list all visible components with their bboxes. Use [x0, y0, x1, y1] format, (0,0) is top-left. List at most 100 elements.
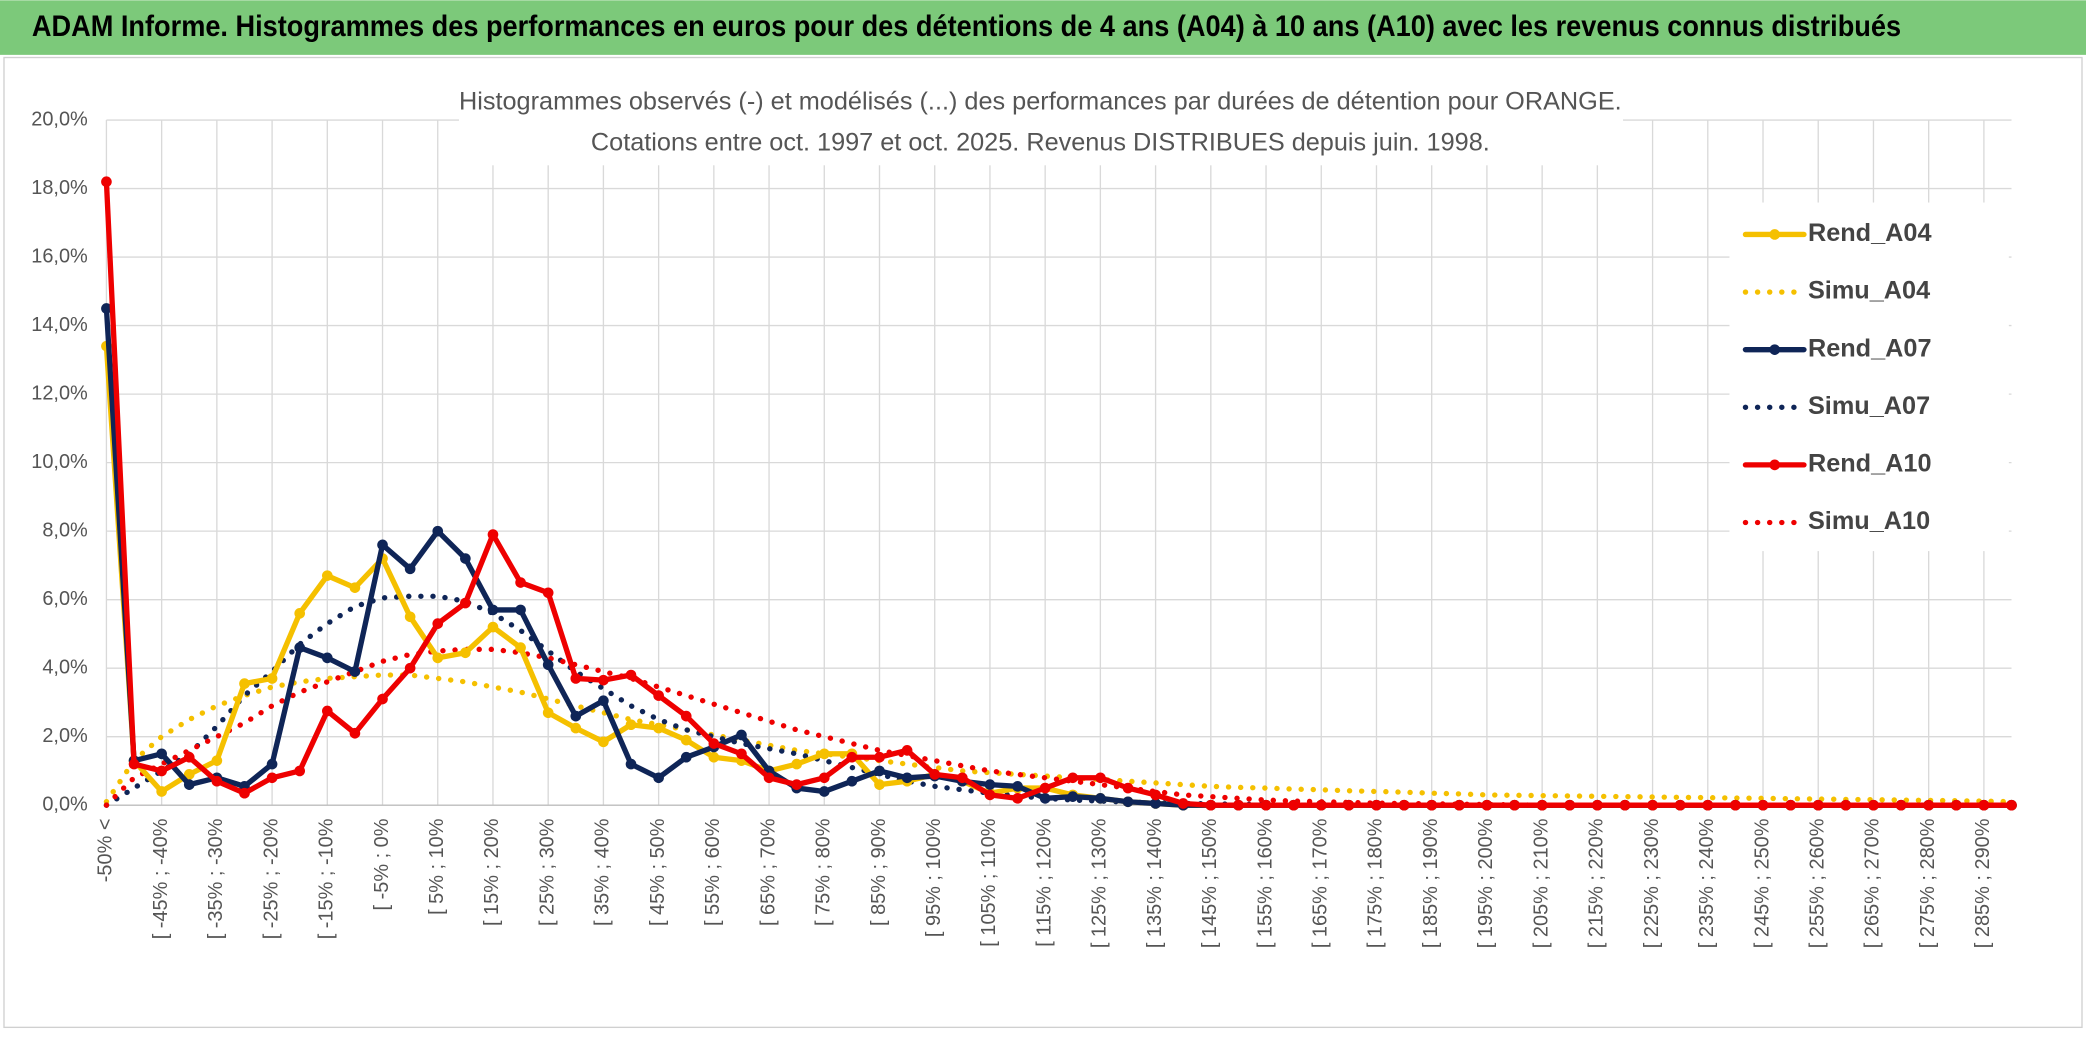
marker: [321, 652, 333, 664]
marker: [708, 751, 720, 763]
chart-title: Histogrammes observés (-) et modélisés (…: [459, 87, 1622, 115]
marker: [680, 734, 692, 746]
x-tick-label: [ 25% ; 30%: [536, 818, 558, 926]
y-tick-label: 0,0%: [42, 793, 88, 815]
x-tick-label: [ 205% ; 210%: [1530, 818, 1552, 948]
marker: [598, 695, 609, 707]
marker: [1012, 781, 1023, 792]
marker: [349, 727, 361, 739]
marker: [128, 758, 140, 770]
marker: [1039, 793, 1051, 804]
marker: [156, 765, 167, 777]
marker: [1288, 799, 1299, 811]
marker: [1757, 799, 1769, 811]
marker: [818, 748, 830, 760]
marker: [625, 719, 637, 731]
marker: [515, 604, 526, 616]
marker: [957, 772, 968, 784]
x-tick-label: [ 95% ; 100%: [923, 818, 945, 937]
marker: [791, 779, 802, 790]
x-tick-label: [ 165% ; 170%: [1310, 818, 1332, 948]
x-tick-label: [ 85% ; 90%: [868, 818, 890, 926]
y-tick-label: 10,0%: [31, 451, 88, 473]
marker: [460, 597, 471, 609]
marker: [1923, 799, 1934, 811]
marker: [266, 758, 278, 770]
marker: [653, 772, 664, 784]
legend-label: Rend_A07: [1808, 334, 1932, 362]
x-tick-label: [ 5% ; 10%: [426, 818, 448, 915]
marker: [515, 577, 526, 588]
marker: [1536, 799, 1548, 811]
marker: [1122, 782, 1134, 794]
marker: [846, 751, 858, 763]
marker: [1868, 799, 1879, 811]
marker: [294, 608, 306, 619]
marker: [294, 765, 306, 777]
marker: [542, 707, 554, 719]
marker: [653, 722, 664, 734]
y-tick-label: 6,0%: [42, 588, 88, 610]
marker: [1371, 799, 1382, 811]
marker: [432, 525, 444, 537]
marker: [349, 666, 361, 677]
marker: [1619, 799, 1631, 811]
marker: [487, 529, 499, 540]
marker: [1260, 799, 1272, 811]
x-tick-label: [ 35% ; 40%: [592, 818, 614, 926]
marker: [321, 705, 333, 717]
legend-marker: [1769, 459, 1781, 471]
marker: [1812, 799, 1824, 811]
marker: [239, 678, 250, 689]
marker: [460, 647, 471, 659]
x-tick-label: [ 55% ; 60%: [702, 818, 724, 926]
marker: [1122, 796, 1134, 808]
marker: [404, 563, 416, 575]
marker: [570, 722, 582, 734]
marker: [1730, 799, 1741, 811]
marker: [680, 751, 692, 763]
marker: [542, 587, 554, 599]
legend-marker: [1769, 229, 1781, 240]
marker: [846, 775, 858, 787]
marker: [1012, 793, 1023, 804]
marker: [404, 611, 416, 623]
marker: [1702, 799, 1714, 811]
marker: [680, 710, 692, 722]
marker: [1564, 799, 1576, 811]
marker: [874, 765, 885, 777]
marker: [211, 775, 223, 787]
x-tick-label: [ 145% ; 150%: [1199, 818, 1221, 948]
x-tick-label: [ 215% ; 220%: [1586, 818, 1608, 948]
y-tick-label: 14,0%: [31, 314, 88, 336]
marker: [377, 693, 388, 705]
x-tick-label: [ 135% ; 140%: [1144, 818, 1166, 948]
marker: [1426, 799, 1438, 811]
x-tick-label: [ 155% ; 160%: [1254, 818, 1276, 948]
chart-border: [3, 56, 2083, 1029]
x-tick-label: [ 225% ; 230%: [1641, 818, 1663, 948]
marker: [183, 779, 195, 790]
legend-box: [1729, 202, 2009, 552]
x-tick-label: [ 115% ; 120%: [1033, 818, 1055, 946]
marker: [487, 621, 499, 633]
marker: [1177, 798, 1189, 809]
marker: [625, 669, 637, 681]
x-tick-label: [ -25% ; -20%: [260, 818, 282, 939]
x-tick-label: [ -15% ; -10%: [316, 818, 338, 939]
marker: [598, 674, 609, 686]
marker: [598, 736, 609, 748]
x-tick-label: -50% <: [95, 818, 117, 882]
marker: [901, 772, 913, 784]
marker: [818, 772, 830, 784]
legend-label: Simu_A04: [1808, 277, 1930, 305]
marker: [377, 539, 388, 551]
marker: [1592, 799, 1603, 811]
y-tick-label: 16,0%: [31, 245, 88, 267]
plot: [101, 176, 2017, 811]
marker: [515, 642, 526, 653]
marker: [708, 738, 720, 749]
x-tick-label: [ 75% ; 80%: [813, 818, 835, 926]
